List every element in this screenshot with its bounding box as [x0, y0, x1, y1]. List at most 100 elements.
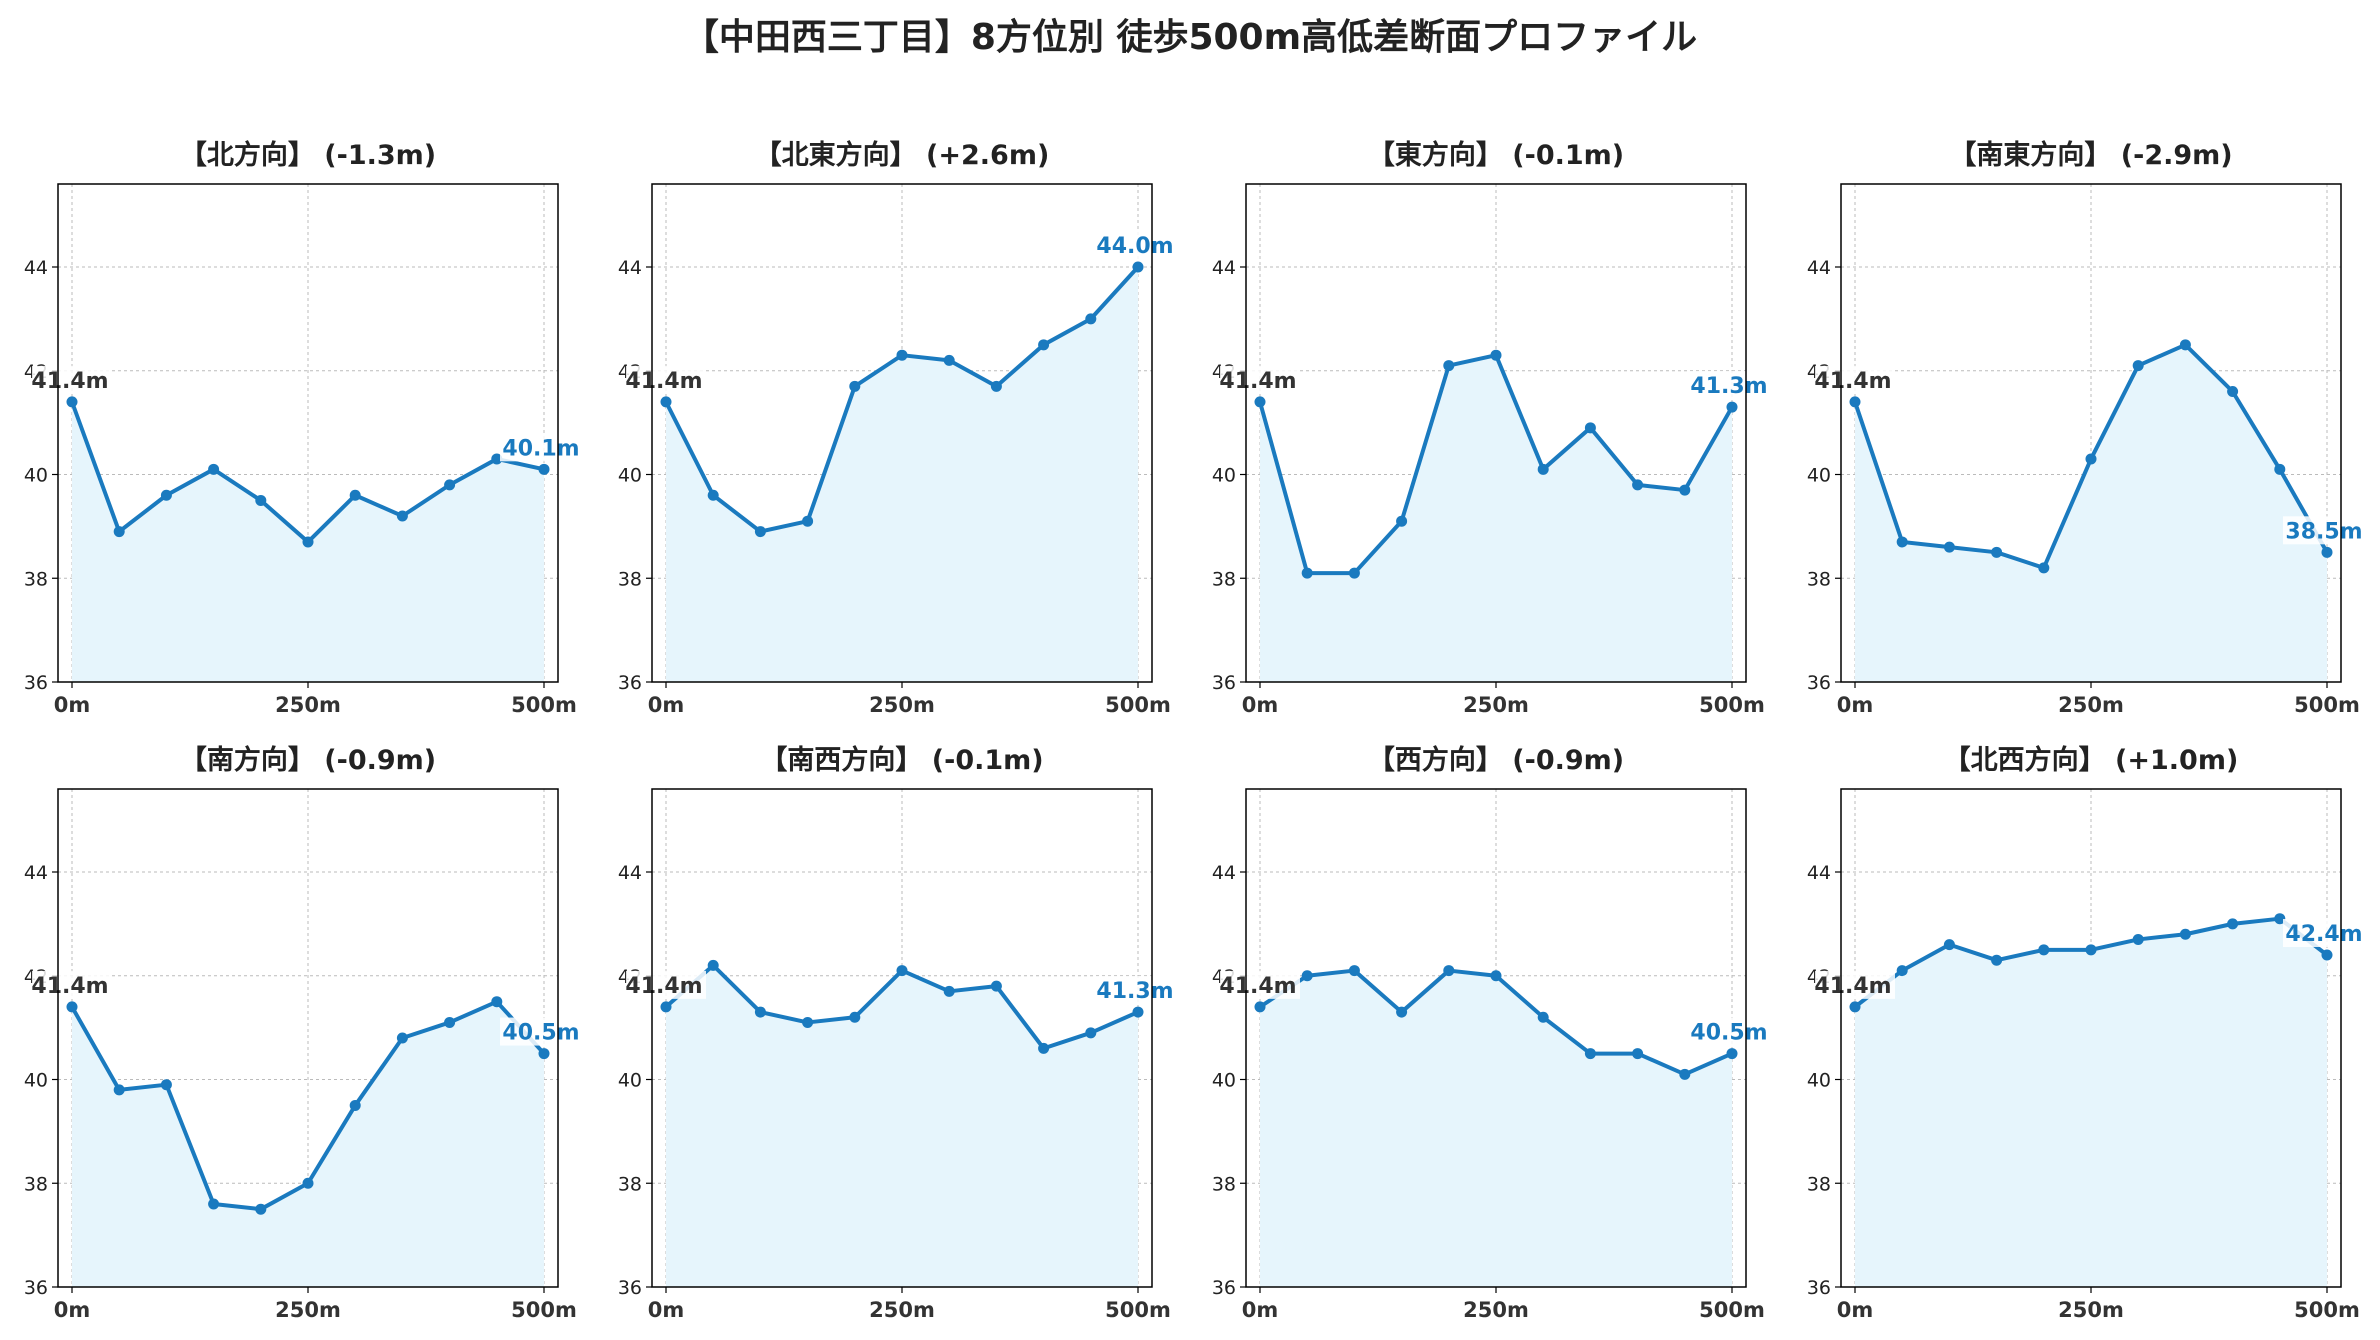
y-tick-label: 44: [1807, 257, 1831, 279]
subplot-1: 【北東方向】 (+2.6m)36384042440m250m500m41.4m4…: [618, 139, 1176, 717]
y-tick-label: 40: [1212, 465, 1236, 487]
x-tick-label: 500m: [511, 1298, 577, 1322]
data-point: [1584, 1048, 1596, 1060]
x-tick-label: 500m: [511, 693, 577, 717]
label-bg: [1815, 970, 1895, 999]
y-tick-label: 36: [1807, 1277, 1831, 1299]
x-tick-label: 0m: [1837, 1298, 1874, 1322]
y-tick-label: 36: [618, 1277, 642, 1299]
area-fill: [1855, 918, 2327, 1287]
x-tick-label: 250m: [2058, 1298, 2124, 1322]
end-elevation-label: 42.4m: [2285, 922, 2362, 947]
start-elevation-label: 41.4m: [625, 369, 702, 394]
y-tick-label: 44: [24, 862, 48, 884]
data-point: [1991, 546, 2003, 558]
data-point: [2227, 386, 2239, 397]
data-point: [1254, 396, 1266, 408]
end-elevation-label: 40.5m: [1690, 1021, 1767, 1046]
subplot-title: 【北方向】 (-1.3m): [180, 139, 436, 171]
data-point: [1632, 1048, 1644, 1060]
data-point: [2274, 913, 2286, 925]
start-elevation-label: 41.4m: [31, 974, 108, 999]
x-tick-label: 0m: [648, 1298, 685, 1322]
data-point: [1849, 1001, 1861, 1013]
plot-frame: [651, 183, 1153, 683]
subplot-title: 【西方向】 (-0.9m): [1368, 744, 1624, 776]
subplot-title: 【南東方向】 (-2.9m): [1949, 139, 2232, 171]
y-tick-label: 40: [1212, 1070, 1236, 1092]
area-fill: [666, 965, 1138, 1287]
y-tick-label: 44: [1212, 862, 1236, 884]
x-tick-label: 0m: [54, 693, 91, 717]
end-elevation-label: 41.3m: [1096, 979, 1173, 1004]
subplot-title: 【南西方向】 (-0.1m): [760, 744, 1043, 776]
label-bg: [32, 970, 112, 999]
data-point: [444, 479, 456, 491]
data-point: [943, 354, 955, 366]
label-bg: [1094, 231, 1176, 259]
data-point: [2179, 928, 2191, 940]
data-point: [849, 380, 861, 392]
data-point: [396, 1032, 408, 1044]
data-point: [538, 1048, 550, 1060]
y-tick-label: 44: [1212, 257, 1236, 279]
data-point: [1085, 1027, 1097, 1039]
x-tick-label: 0m: [1242, 693, 1279, 717]
data-point: [2179, 339, 2191, 351]
data-point: [1443, 965, 1455, 977]
y-tick-label: 36: [618, 672, 642, 694]
x-tick-label: 0m: [1837, 693, 1874, 717]
data-point: [113, 1084, 125, 1096]
label-bg: [500, 1017, 582, 1046]
label-bg: [1094, 976, 1176, 1005]
x-tick-label: 500m: [1699, 693, 1765, 717]
data-point: [1726, 1048, 1738, 1060]
x-tick-label: 500m: [2294, 693, 2360, 717]
y-tick-label: 36: [1212, 1277, 1236, 1299]
start-elevation-label: 41.4m: [31, 369, 108, 394]
data-point: [660, 396, 672, 408]
subplot-title: 【北西方向】 (+1.0m): [1944, 744, 2239, 776]
y-tick-label: 36: [24, 1277, 48, 1299]
y-tick-label: 38: [24, 1173, 48, 1195]
data-point: [1348, 965, 1360, 977]
label-bg: [626, 970, 706, 999]
data-point: [1254, 1001, 1266, 1013]
data-point: [396, 510, 408, 522]
data-point: [1443, 360, 1455, 372]
start-elevation-label: 41.4m: [1219, 369, 1296, 394]
label-bg: [1220, 365, 1300, 394]
label-bg: [1220, 970, 1300, 999]
y-tick-label: 40: [618, 1070, 642, 1092]
data-point: [255, 494, 267, 506]
subplot-3: 【南東方向】 (-2.9m)36384042440m250m500m41.4m3…: [1807, 139, 2365, 717]
plot-frame: [57, 788, 559, 1288]
data-point: [1085, 313, 1097, 325]
data-point: [2132, 360, 2144, 372]
data-point: [113, 526, 125, 538]
data-point: [2274, 463, 2286, 475]
subplot-title: 【南方向】 (-0.9m): [180, 744, 436, 776]
label-bg: [32, 365, 112, 394]
y-tick-label: 40: [618, 465, 642, 487]
plot-frame: [1840, 183, 2342, 683]
data-point: [943, 985, 955, 997]
plot-frame: [651, 788, 1153, 1288]
label-bg: [626, 365, 706, 394]
subplot-2: 【東方向】 (-0.1m)36384042440m250m500m41.4m41…: [1212, 139, 1770, 717]
data-point: [1348, 567, 1360, 579]
x-tick-label: 250m: [1463, 693, 1529, 717]
data-point: [990, 380, 1002, 392]
y-tick-label: 38: [1212, 568, 1236, 590]
data-point: [1632, 479, 1644, 491]
data-point: [160, 489, 172, 501]
end-elevation-label: 40.1m: [502, 436, 579, 461]
data-point: [754, 526, 766, 538]
figure-title: 【中田西三丁目】8方位別 徒歩500m高低差断面プロファイル: [682, 17, 1698, 58]
y-tick-label: 40: [24, 1070, 48, 1092]
label-bg: [1688, 1017, 1770, 1046]
data-point: [160, 1079, 172, 1091]
data-point: [444, 1016, 456, 1028]
area-fill: [666, 267, 1138, 682]
data-point: [208, 463, 220, 475]
